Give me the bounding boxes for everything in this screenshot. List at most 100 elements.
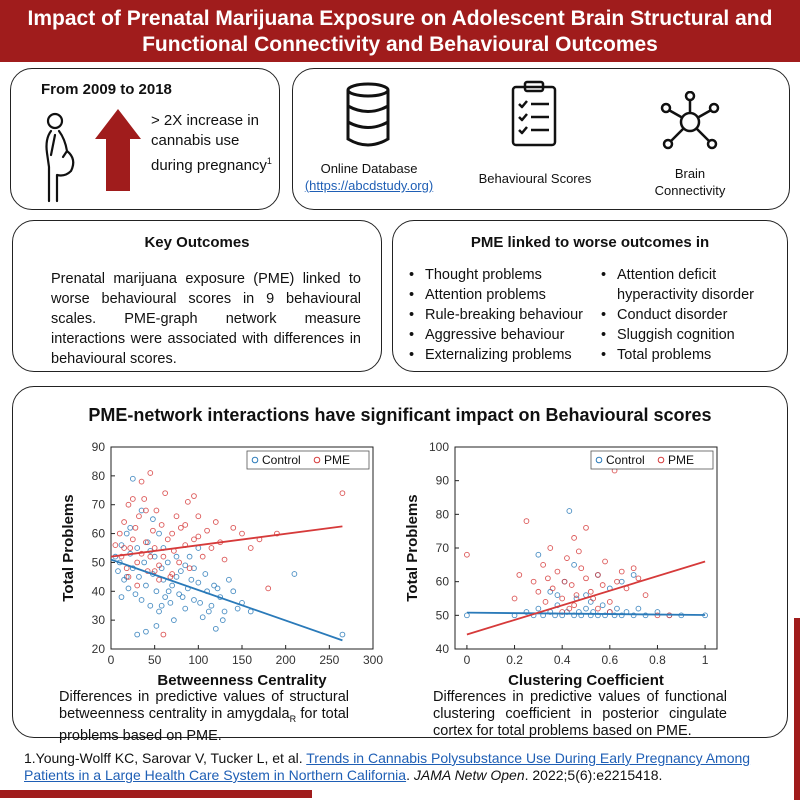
data-point-pme: [339, 490, 346, 497]
data-point-control: [535, 551, 542, 558]
data-point-control: [642, 612, 649, 619]
list-item: Aggressive behaviour: [407, 325, 597, 345]
data-point-control: [571, 561, 577, 568]
pme-outcomes-list-2: Attention deficit hyperactivity disorder…: [599, 265, 785, 365]
data-point-pme: [147, 470, 154, 476]
data-point-pme: [635, 575, 642, 582]
y-tick-label: 50: [436, 608, 450, 622]
data-point-control: [171, 617, 177, 623]
checklist-icon: [511, 80, 557, 147]
list-item: Attention deficit hyperactivity disorder: [599, 265, 785, 305]
data-point-control: [226, 576, 232, 583]
data-point-control: [173, 553, 180, 560]
data-point-pme: [150, 527, 156, 534]
data-point-pme: [583, 575, 589, 582]
x-tick-label: 0.4: [554, 653, 571, 667]
data-point-pme: [129, 536, 136, 543]
data-point-pme: [132, 524, 139, 531]
data-point-pme: [595, 572, 601, 578]
list-item: Total problems: [599, 345, 785, 365]
data-point-control: [208, 602, 215, 609]
data-point-pme: [642, 592, 649, 598]
y-tick-label: 60: [436, 575, 450, 589]
y-tick-label: 50: [92, 555, 106, 569]
y-tick-label: 40: [436, 642, 450, 656]
data-point-control: [199, 614, 206, 621]
data-point-pme: [176, 559, 182, 566]
data-point-pme: [523, 518, 530, 524]
x-tick-label: 1: [702, 653, 709, 667]
data-point-pme: [186, 565, 193, 572]
data-point-control: [195, 579, 202, 586]
legend-marker-pme: [657, 456, 665, 464]
data-point-pme: [147, 553, 154, 560]
data-point-pme: [160, 553, 167, 560]
data-point-pme: [599, 582, 606, 588]
data-point-pme: [547, 545, 554, 551]
x-tick-label: 50: [148, 653, 162, 667]
data-point-control: [186, 553, 193, 560]
data-point-pme: [564, 555, 570, 561]
reference-citation: . 2022;5(6):e2215418.: [524, 767, 663, 783]
y-axis-label: Total Problems: [404, 494, 421, 601]
x-tick-label: 100: [188, 653, 208, 667]
data-point-control: [115, 568, 121, 574]
data-point-control: [234, 605, 241, 612]
reference-link[interactable]: Trends in Cannabis Polysubstance Use Dur…: [24, 750, 751, 783]
y-tick-label: 90: [92, 440, 106, 454]
data-point-control: [153, 623, 160, 629]
y-tick-label: 40: [92, 584, 106, 598]
data-point-control: [197, 599, 203, 606]
data-point-control: [169, 582, 175, 589]
data-point-control: [599, 602, 606, 609]
data-point-control: [153, 588, 160, 595]
data-point-pme: [554, 568, 561, 575]
data-point-control: [205, 608, 212, 615]
data-point-pme: [561, 578, 568, 585]
data-point-control: [138, 597, 145, 603]
data-point-pme: [540, 561, 546, 568]
data-point-control: [144, 539, 151, 546]
data-point-pme: [167, 574, 174, 580]
data-point-control: [123, 574, 130, 580]
data-point-control: [595, 612, 601, 619]
data-point-pme: [464, 551, 470, 558]
data-point-pme: [545, 575, 551, 582]
x-tick-label: 200: [276, 653, 296, 667]
data-point-control: [165, 588, 172, 595]
data-sources-panel: Online Database (https://abcdstudy.org) …: [292, 68, 790, 210]
data-point-pme: [614, 578, 620, 585]
data-point-control: [118, 594, 125, 600]
data-point-control: [191, 597, 197, 603]
data-point-pme: [516, 572, 523, 578]
data-point-pme: [274, 530, 280, 537]
data-point-pme: [127, 545, 134, 551]
x-tick-label: 150: [232, 653, 252, 667]
data-point-control: [188, 576, 195, 583]
x-tick-label: 250: [319, 653, 339, 667]
data-point-control: [230, 588, 237, 595]
caption-left-subscript: R: [289, 713, 297, 724]
data-point-pme: [576, 548, 582, 555]
data-point-pme: [230, 524, 237, 531]
pme-outcomes-title: PME linked to worse outcomes in: [470, 234, 710, 251]
y-tick-label: 100: [429, 440, 449, 454]
data-point-control: [202, 571, 209, 577]
database-link[interactable]: (https://abcdstudy.org): [304, 178, 434, 193]
legend-marker-control: [595, 456, 603, 464]
data-point-pme: [173, 513, 180, 520]
legend: [590, 450, 714, 470]
data-point-pme: [191, 536, 197, 543]
interactions-panel: PME-network interactions have significan…: [12, 386, 788, 744]
x-tick-label: 0.2: [506, 653, 523, 667]
data-point-pme: [164, 536, 171, 543]
increase-arrow-icon: [95, 109, 141, 191]
caption-left-text: Differences in predictive values of stru…: [59, 689, 349, 722]
legend-label-pme: PME: [324, 453, 350, 467]
data-point-pme: [121, 519, 127, 525]
data-point-control: [141, 559, 148, 566]
legend-label-control: Control: [262, 453, 301, 467]
key-outcomes-title: Key Outcomes: [144, 234, 250, 251]
data-point-pme: [169, 530, 175, 537]
key-outcomes-panel: Key Outcomes Prenatal marijuana exposure…: [12, 220, 382, 372]
